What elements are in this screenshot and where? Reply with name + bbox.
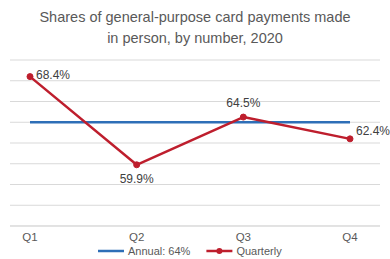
grid-line [10, 205, 380, 206]
title-line: in person, by number, 2020 [107, 30, 283, 46]
legend-label: Annual: 64% [128, 245, 191, 257]
grid-line [10, 101, 380, 102]
grid-line [10, 163, 380, 164]
legend-marker [216, 248, 222, 254]
grid-line [10, 226, 380, 227]
grid-line [10, 60, 380, 61]
marker [27, 74, 33, 80]
data-label: 68.4% [36, 68, 70, 82]
series-line [30, 121, 350, 124]
grid-line [10, 143, 380, 144]
title-line: Shares of general-purpose card payments … [39, 9, 350, 25]
data-label: 64.5% [226, 96, 260, 110]
x-tick-label: Q3 [236, 231, 251, 243]
plot-area [27, 74, 353, 168]
series-line [30, 77, 350, 165]
data-label: 62.4% [356, 124, 390, 138]
grid-line [10, 184, 380, 185]
marker [240, 114, 246, 120]
legend: Annual: 64% Quarterly [98, 245, 282, 257]
x-tick-label: Q1 [22, 231, 37, 243]
chart: Shares of general-purpose card payments … [0, 0, 390, 259]
legend-label: Quarterly [236, 245, 282, 257]
x-tick-label: Q2 [129, 231, 144, 243]
background [0, 0, 390, 259]
x-tick-label: Q4 [342, 231, 358, 243]
marker [347, 136, 353, 142]
data-label: 59.9% [120, 172, 154, 186]
marker [134, 162, 140, 168]
x-axis-line [10, 226, 380, 227]
title: Shares of general-purpose card payments … [39, 9, 350, 46]
grid-line [10, 122, 380, 123]
legend-swatch [98, 250, 124, 253]
